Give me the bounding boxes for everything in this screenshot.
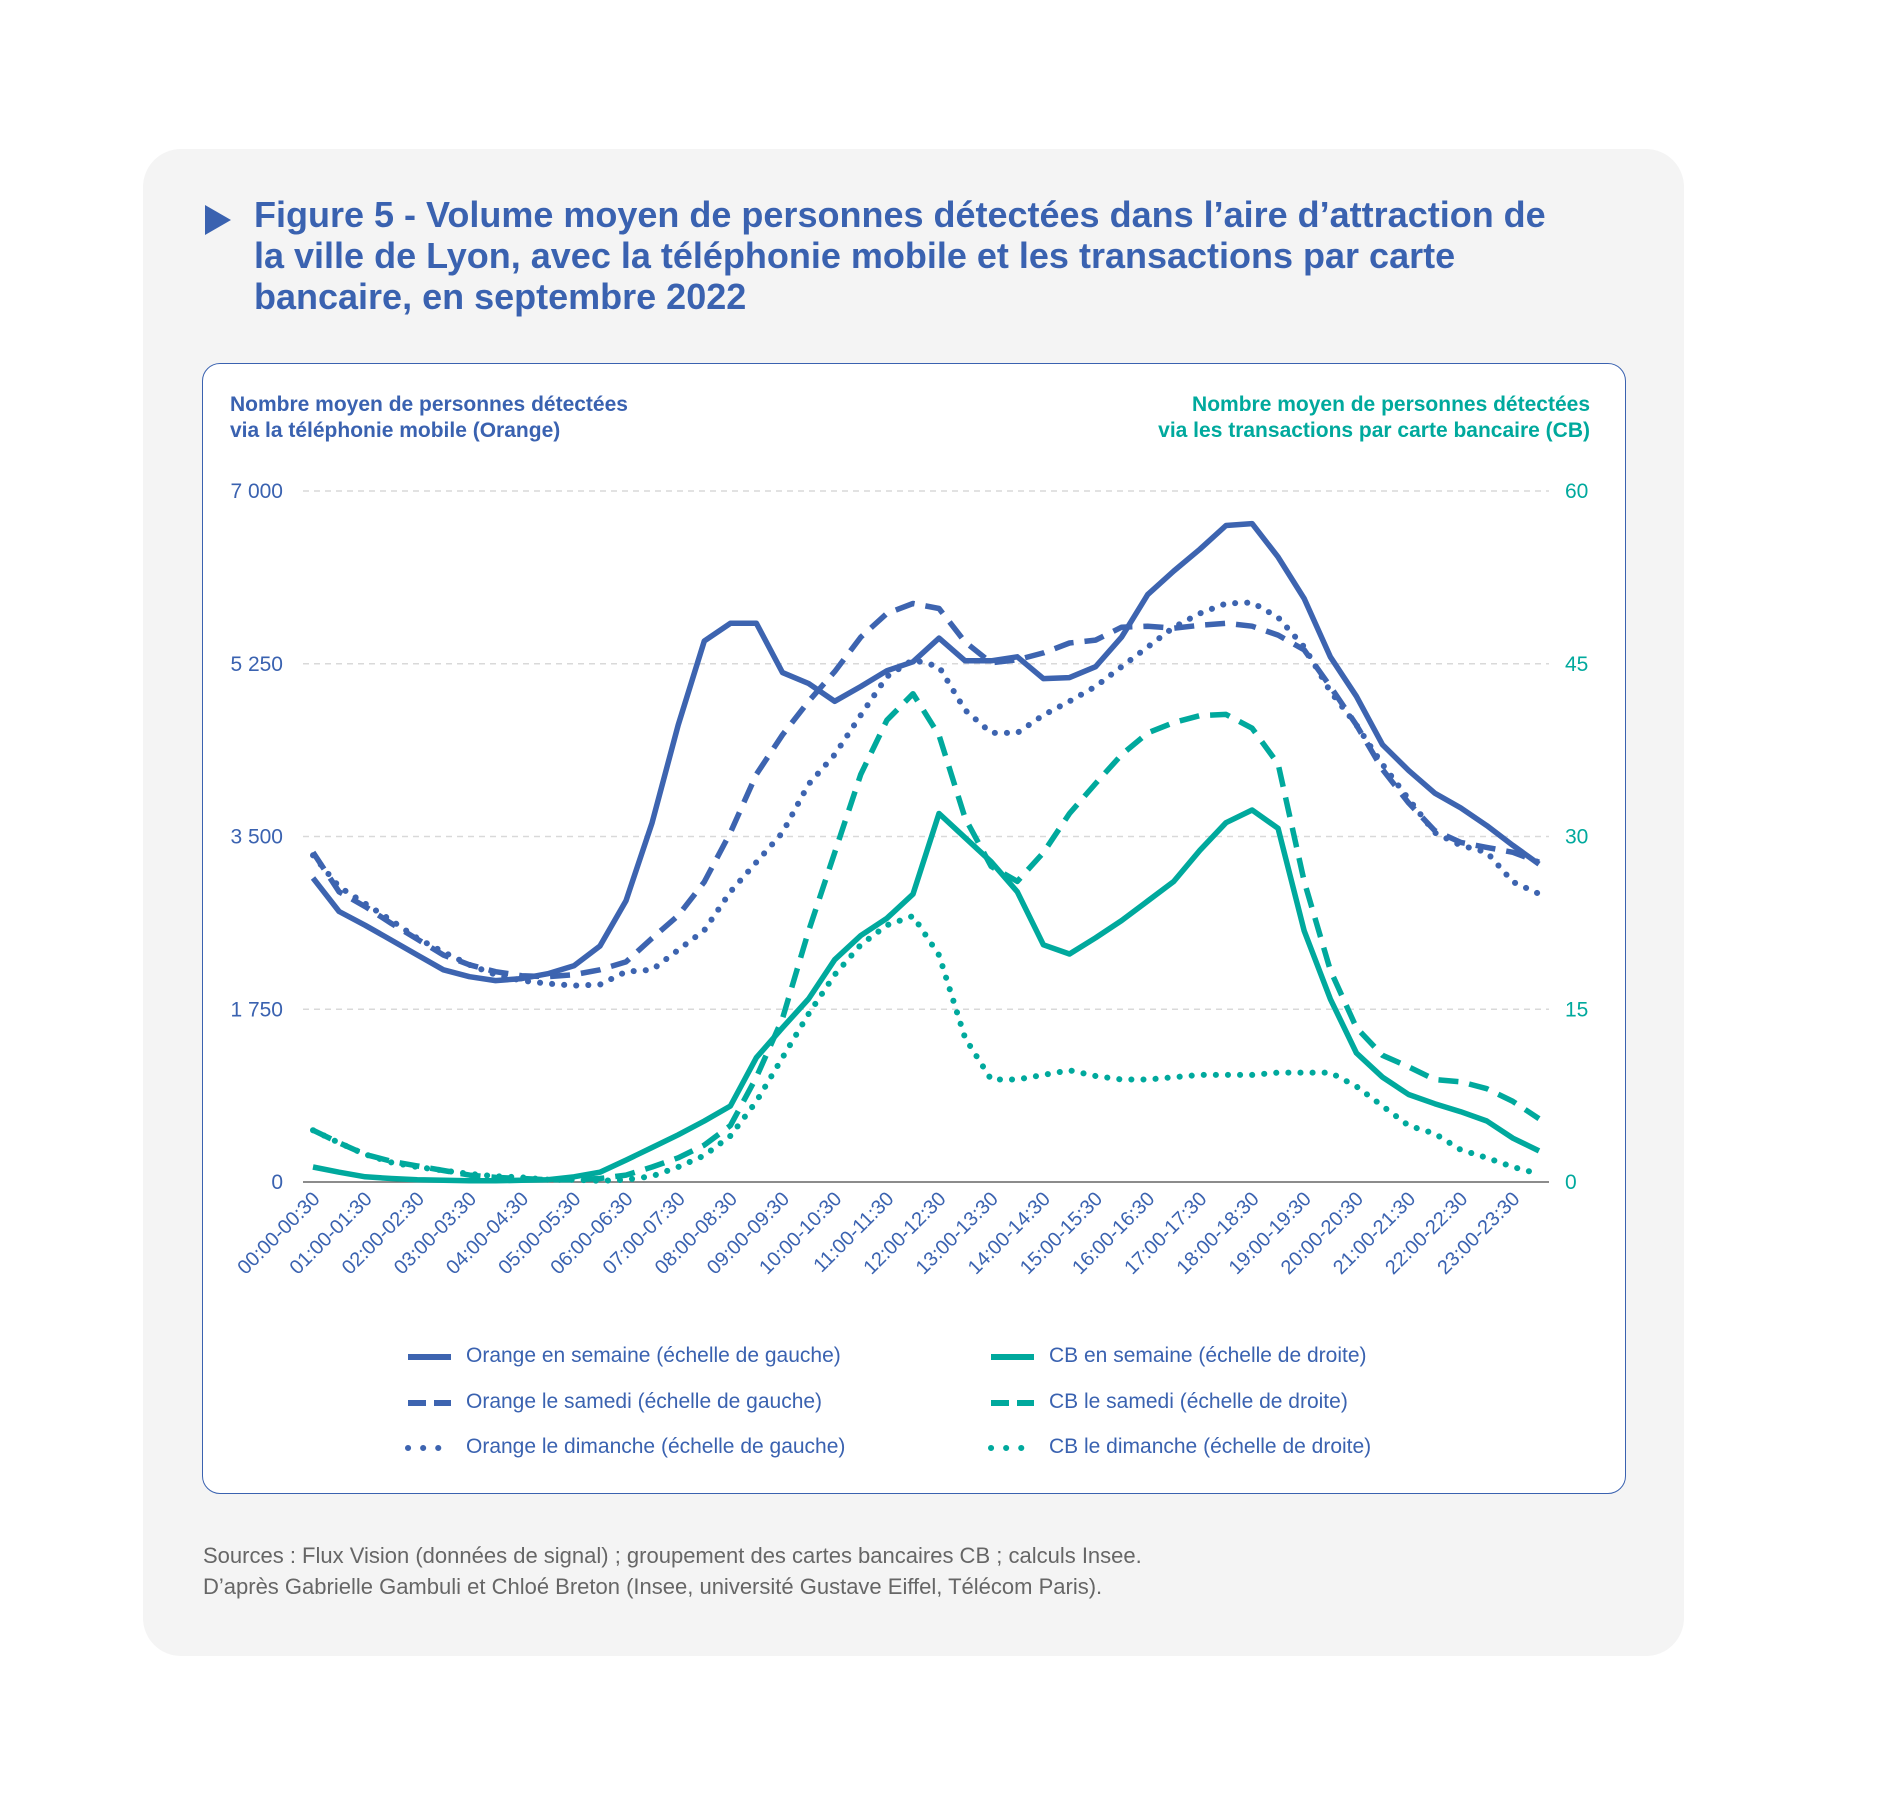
sources-note: Sources : Flux Vision (données de signal… <box>203 1540 1142 1602</box>
left-axis-tick-label: 5 250 <box>230 653 283 676</box>
series-line-left-dotted <box>310 599 1542 989</box>
series-line-left-dashed <box>310 600 1540 980</box>
legend-item-label: Orange le samedi (échelle de gauche) <box>466 1390 823 1413</box>
right-axis-tick-label: 30 <box>1565 826 1588 849</box>
left-axis-tick-label: 7 000 <box>230 480 283 503</box>
sources-line-1: Sources : Flux Vision (données de signal… <box>203 1543 1142 1568</box>
right-axis-title-line-1: Nombre moyen de personnes détectées <box>1192 393 1590 416</box>
title-arrow-icon <box>205 205 231 235</box>
series-line-right-dashed <box>311 690 1541 1183</box>
legend-item-label: CB en semaine (échelle de droite) <box>1049 1344 1367 1367</box>
left-axis-title: Nombre moyen de personnes détectées via … <box>230 392 628 444</box>
chart-frame <box>202 363 1626 1494</box>
sources-line-2: D’après Gabrielle Gambuli et Chloé Breto… <box>203 1574 1103 1599</box>
left-axis-tick-label: 0 <box>271 1171 283 1194</box>
right-axis-tick-label: 45 <box>1565 653 1588 676</box>
legend-item-label: CB le samedi (échelle de droite) <box>1049 1390 1348 1413</box>
legend-item-label: Orange en semaine (échelle de gauche) <box>466 1344 841 1367</box>
right-axis-title: Nombre moyen de personnes détectées via … <box>1158 392 1590 444</box>
right-axis-tick-label: 60 <box>1565 480 1588 503</box>
left-axis-tick-label: 1 750 <box>230 998 283 1021</box>
legend-item-label: Orange le dimanche (échelle de gauche) <box>466 1435 846 1458</box>
right-axis-title-line-2: via les transactions par carte bancaire … <box>1158 419 1590 442</box>
legend-item-label: CB le dimanche (échelle de droite) <box>1049 1435 1372 1458</box>
left-axis-tick-label: 3 500 <box>230 826 283 849</box>
series-line-left-solid <box>310 520 1541 984</box>
left-axis-title-line-1: Nombre moyen de personnes détectées <box>230 393 628 416</box>
series-line-right-solid <box>312 807 1541 1184</box>
left-axis-title-line-2: via la téléphonie mobile (Orange) <box>230 419 561 442</box>
figure-title: Figure 5 - Volume moyen de personnes dét… <box>254 194 1546 317</box>
right-axis-tick-label: 0 <box>1565 1171 1577 1194</box>
series-line-right-dotted <box>310 913 1542 1184</box>
right-axis-tick-label: 15 <box>1565 998 1588 1021</box>
